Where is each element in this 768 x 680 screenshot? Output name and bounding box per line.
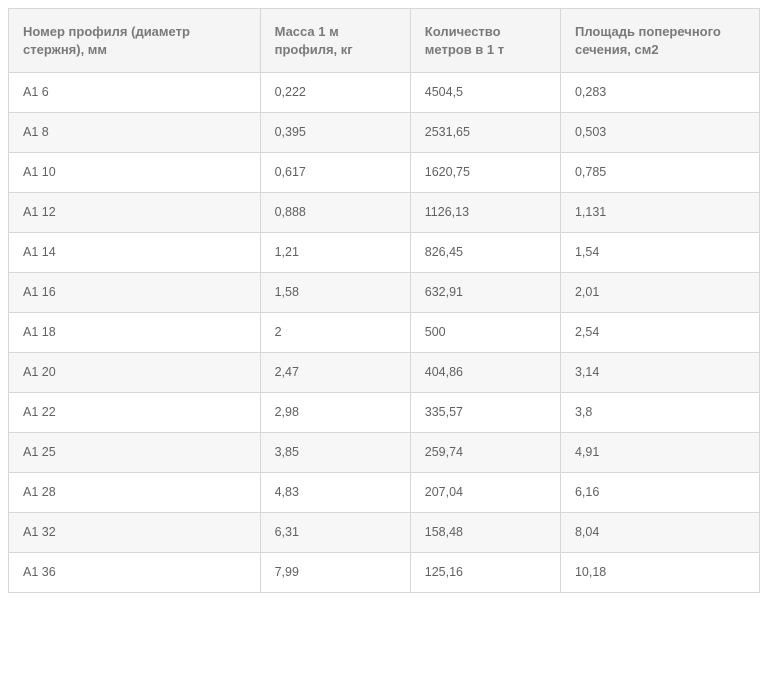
table-cell: 0,222 [260,73,410,113]
table-row: А1 253,85259,744,91 [9,433,760,473]
table-cell: 4,91 [560,433,759,473]
table-header: Номер профиля (диаметр стержня), мм Масс… [9,9,760,73]
table-cell: 0,617 [260,153,410,193]
table-body: А1 60,2224504,50,283А1 80,3952531,650,50… [9,73,760,593]
table-cell: 4504,5 [410,73,560,113]
table-cell: А1 36 [9,553,261,593]
table-cell: 0,888 [260,193,410,233]
table-cell: 6,31 [260,513,410,553]
table-cell: 2,54 [560,313,759,353]
table-cell: 207,04 [410,473,560,513]
table-cell: 0,283 [560,73,759,113]
table-cell: 3,8 [560,393,759,433]
table-cell: 259,74 [410,433,560,473]
table-cell: А1 20 [9,353,261,393]
table-cell: 2,01 [560,273,759,313]
table-cell: 404,86 [410,353,560,393]
table-cell: А1 32 [9,513,261,553]
table-cell: 0,785 [560,153,759,193]
table-cell: 1,131 [560,193,759,233]
table-cell: 1,54 [560,233,759,273]
table-cell: 3,14 [560,353,759,393]
table-cell: 4,83 [260,473,410,513]
table-cell: А1 14 [9,233,261,273]
col-header: Масса 1 м профиля, кг [260,9,410,73]
table-cell: А1 6 [9,73,261,113]
col-header: Площадь поперечного сечения, см2 [560,9,759,73]
table-cell: 2,98 [260,393,410,433]
col-header: Количество метров в 1 т [410,9,560,73]
table-row: А1 80,3952531,650,503 [9,113,760,153]
table-row: А1 100,6171620,750,785 [9,153,760,193]
table-cell: А1 22 [9,393,261,433]
profile-table: Номер профиля (диаметр стержня), мм Масс… [8,8,760,593]
table-cell: 1,58 [260,273,410,313]
table-cell: 335,57 [410,393,560,433]
table-row: А1 161,58632,912,01 [9,273,760,313]
table-cell: А1 18 [9,313,261,353]
table-cell: 7,99 [260,553,410,593]
table-cell: 2531,65 [410,113,560,153]
table-row: А1 60,2224504,50,283 [9,73,760,113]
table-cell: 1126,13 [410,193,560,233]
table-row: А1 141,21826,451,54 [9,233,760,273]
table-cell: А1 8 [9,113,261,153]
table-cell: 158,48 [410,513,560,553]
table-cell: А1 25 [9,433,261,473]
table-row: А1 120,8881126,131,131 [9,193,760,233]
col-header: Номер профиля (диаметр стержня), мм [9,9,261,73]
table-cell: 500 [410,313,560,353]
table-cell: 1620,75 [410,153,560,193]
table-row: А1 222,98335,573,8 [9,393,760,433]
table-cell: А1 28 [9,473,261,513]
table-cell: А1 10 [9,153,261,193]
table-cell: 1,21 [260,233,410,273]
table-cell: А1 16 [9,273,261,313]
table-row: А1 367,99125,1610,18 [9,553,760,593]
table-cell: 3,85 [260,433,410,473]
table-row: А1 202,47404,863,14 [9,353,760,393]
table-row: А1 326,31158,488,04 [9,513,760,553]
table-row: А1 284,83207,046,16 [9,473,760,513]
table-cell: 2 [260,313,410,353]
table-cell: 10,18 [560,553,759,593]
table-cell: 826,45 [410,233,560,273]
table-cell: 632,91 [410,273,560,313]
table-cell: 125,16 [410,553,560,593]
table-row: А1 1825002,54 [9,313,760,353]
table-cell: 8,04 [560,513,759,553]
table-cell: 0,395 [260,113,410,153]
table-cell: А1 12 [9,193,261,233]
table-cell: 2,47 [260,353,410,393]
table-cell: 0,503 [560,113,759,153]
table-cell: 6,16 [560,473,759,513]
